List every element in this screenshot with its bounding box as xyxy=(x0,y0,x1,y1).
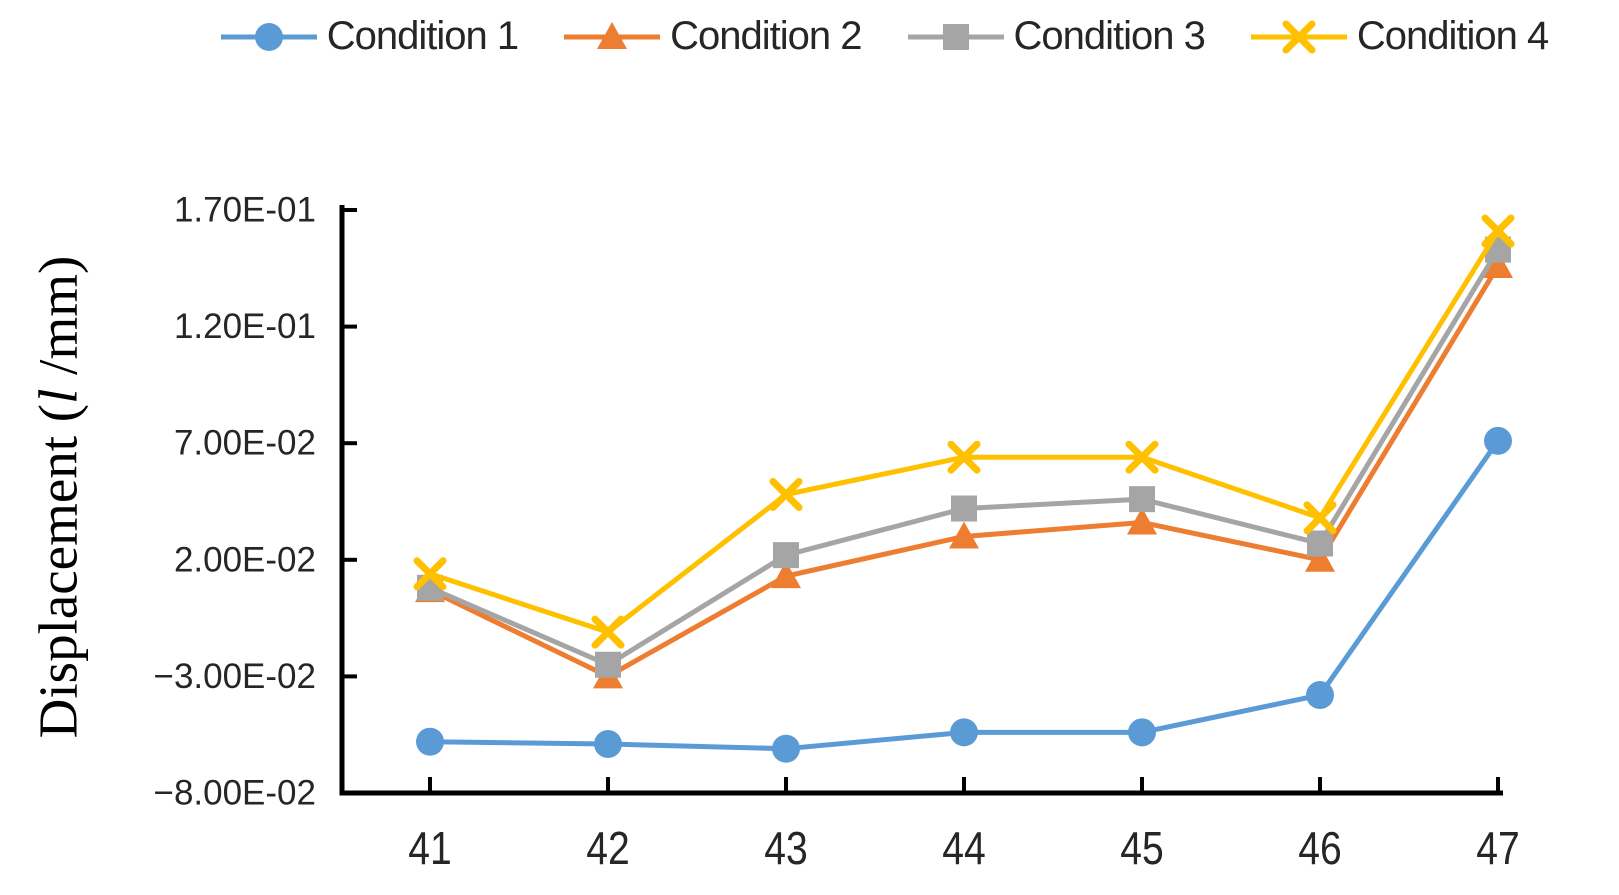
triangle-marker-icon xyxy=(949,521,979,549)
legend-sample xyxy=(564,21,661,49)
legend-item-label: Condition 3 xyxy=(1013,14,1206,58)
triangle-marker-icon xyxy=(771,561,801,589)
x-marker-icon xyxy=(1282,20,1316,53)
y-tick-label: −8.00E-02 xyxy=(154,774,317,813)
y-tick-label: 1.20E-01 xyxy=(174,307,316,346)
triangle-marker-icon xyxy=(597,21,628,49)
circle-marker-icon xyxy=(416,727,444,756)
triangle-marker-icon xyxy=(1483,250,1513,278)
square-marker-icon xyxy=(773,542,799,569)
x-tick-label: 43 xyxy=(764,823,807,875)
y-tick-label: 1.70E-01 xyxy=(174,191,316,230)
legend-item-condition-4: Condition 4 xyxy=(1250,14,1549,59)
circle-marker-icon xyxy=(1306,681,1334,710)
x-marker-icon xyxy=(1125,440,1159,474)
triangle-marker-icon xyxy=(1127,507,1157,535)
legend-item-label: Condition 1 xyxy=(326,14,519,58)
square-marker-icon xyxy=(595,651,621,678)
series-line-condition-2 xyxy=(428,264,1501,679)
x-tick-label: 42 xyxy=(586,823,629,875)
circle-marker-icon xyxy=(254,22,283,51)
circle-marker-icon xyxy=(772,734,800,763)
y-axis-title: Displacement (l /mm) xyxy=(27,256,90,739)
x-tick-label: 47 xyxy=(1476,823,1519,875)
x-marker-icon xyxy=(769,478,803,512)
legend-item-label: Condition 4 xyxy=(1356,14,1549,58)
x-marker-icon xyxy=(591,615,625,649)
y-tick-label: −3.00E-02 xyxy=(154,657,317,696)
x-marker-icon xyxy=(1303,501,1337,535)
legend-item-label: Condition 2 xyxy=(670,14,862,58)
y-tick-label: 2.00E-02 xyxy=(174,540,316,579)
square-marker-icon xyxy=(1129,486,1155,513)
x-marker-icon xyxy=(947,440,981,474)
legend-sample xyxy=(1250,20,1347,53)
x-marker-icon xyxy=(1481,214,1515,248)
square-marker-icon xyxy=(951,495,977,522)
legend-item-condition-1: Condition 1 xyxy=(220,14,519,59)
circle-marker-icon xyxy=(1484,426,1512,455)
legend-sample xyxy=(220,22,317,51)
legend: Condition 1 Condition 2 Condition 3 Conditi… xyxy=(0,14,1619,59)
y-axis-title-symbol: l xyxy=(27,388,89,404)
x-tick-label: 46 xyxy=(1298,823,1341,875)
x-marker-icon xyxy=(413,557,447,591)
y-axis-title-prefix: Displacement ( xyxy=(27,403,89,739)
y-axis-title-suffix: /mm) xyxy=(27,255,89,389)
triangle-marker-icon xyxy=(1305,544,1335,572)
square-marker-icon xyxy=(1307,530,1333,557)
circle-marker-icon xyxy=(1128,718,1156,747)
circle-marker-icon xyxy=(594,730,622,759)
legend-item-condition-3: Condition 3 xyxy=(907,14,1206,59)
y-tick-label: 7.00E-02 xyxy=(174,424,316,463)
circle-marker-icon xyxy=(950,718,978,747)
legend-item-condition-2: Condition 2 xyxy=(564,14,863,59)
x-tick-label: 41 xyxy=(408,823,451,875)
series-line-condition-4 xyxy=(429,229,1501,635)
square-marker-icon xyxy=(942,23,969,50)
x-tick-label: 45 xyxy=(1120,823,1163,875)
legend-sample xyxy=(907,23,1004,50)
x-tick-label: 44 xyxy=(942,823,985,875)
